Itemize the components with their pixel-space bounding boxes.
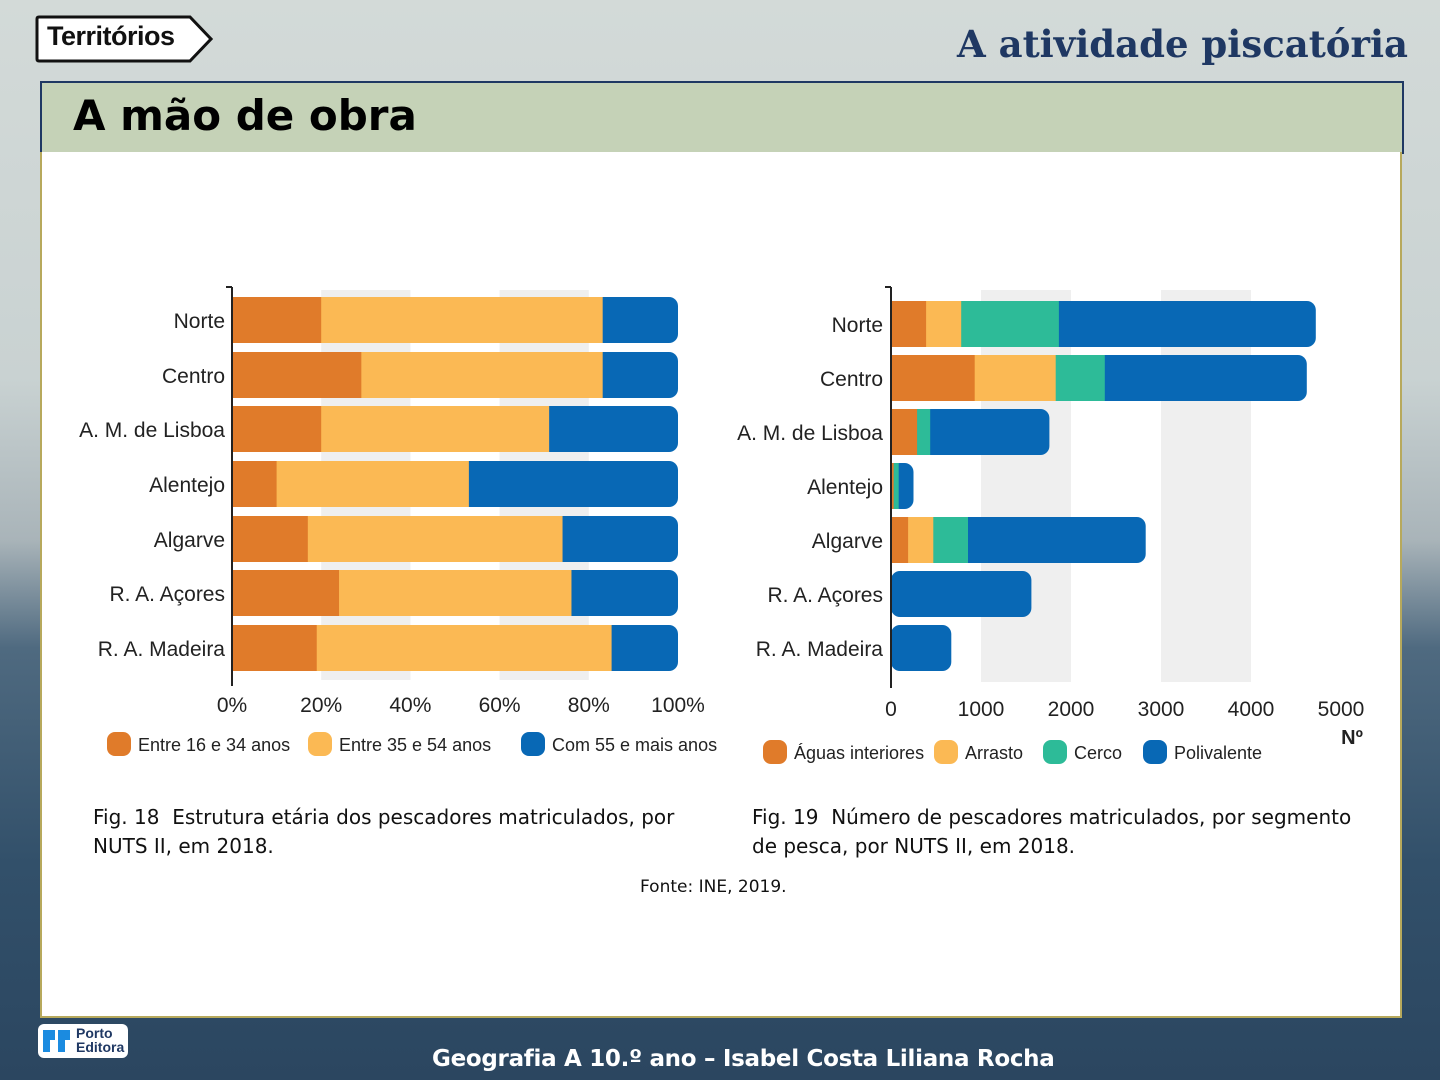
slide-title: A mão de obra <box>73 91 417 140</box>
bar-segment <box>891 517 909 563</box>
legend-swatch <box>934 740 958 764</box>
category-label: R. A. Açores <box>109 583 225 606</box>
bar-segment <box>1055 355 1105 401</box>
x-tick-label: 4000 <box>1228 698 1275 721</box>
legend-label: Arrasto <box>965 743 1023 763</box>
x-tick-label: 0% <box>217 694 247 717</box>
legend-label: Entre 35 e 54 anos <box>339 735 491 755</box>
bar-segment <box>917 409 931 455</box>
category-label: A. M. de Lisboa <box>737 422 883 445</box>
bar-segment <box>891 463 895 509</box>
category-label: Norte <box>832 314 883 337</box>
category-label: Centro <box>162 365 225 388</box>
bar-segment <box>891 625 952 671</box>
x-axis-label: Nº <box>1341 727 1363 749</box>
bar-segment <box>891 409 918 455</box>
bar-segment <box>232 461 278 507</box>
bar-segment <box>961 301 1059 347</box>
legend-label: Cerco <box>1074 743 1122 763</box>
x-tick-label: 40% <box>389 694 431 717</box>
bar-segment <box>933 517 968 563</box>
bar-segment <box>891 571 1032 617</box>
bar-segment <box>321 297 603 343</box>
x-tick-label: 3000 <box>1138 698 1185 721</box>
x-tick-label: 100% <box>651 694 705 717</box>
bar-segment <box>307 516 563 562</box>
legend-label: Com 55 e mais anos <box>552 735 717 755</box>
category-label: Centro <box>820 368 883 391</box>
category-label: Algarve <box>812 530 883 553</box>
x-tick-label: 1000 <box>958 698 1005 721</box>
bar-segment <box>232 625 318 671</box>
legend-swatch <box>1143 740 1167 764</box>
source-note: Fonte: INE, 2019. <box>640 877 787 897</box>
category-label: A. M. de Lisboa <box>79 419 225 442</box>
x-tick-label: 60% <box>479 694 521 717</box>
section-title: A atividade piscatória <box>957 22 1408 66</box>
x-tick-label: 0 <box>885 698 897 721</box>
grid-band <box>981 290 1071 682</box>
x-tick-label: 2000 <box>1048 698 1095 721</box>
category-label: Alentejo <box>807 476 883 499</box>
bar-segment <box>316 625 612 671</box>
bar-segment <box>339 570 572 616</box>
category-label: R. A. Açores <box>767 584 883 607</box>
bar-segment <box>232 352 362 398</box>
porto-editora-logo: Porto Editora <box>38 1024 128 1058</box>
category-label: R. A. Madeira <box>756 638 884 661</box>
bar-segment <box>321 406 550 452</box>
grid-band <box>1161 290 1251 682</box>
bar-segment <box>232 406 322 452</box>
fig19-caption: Fig. 19 Número de pescadores matriculado… <box>752 805 1352 858</box>
legend-swatch <box>521 732 545 756</box>
bar-segment <box>232 516 309 562</box>
category-label: Norte <box>174 310 225 333</box>
legend-label: Entre 16 e 34 anos <box>138 735 290 755</box>
bar-segment <box>908 517 934 563</box>
bar-segment <box>893 463 899 509</box>
fig18-caption: Fig. 18 Estrutura etária dos pescadores … <box>93 805 675 858</box>
legend-label: Águas interiores <box>794 743 924 763</box>
bar-segment <box>974 355 1057 401</box>
bar-segment <box>926 301 962 347</box>
porto-editora-mark-icon <box>43 1030 70 1052</box>
bar-segment <box>276 461 469 507</box>
x-tick-label: 5000 <box>1318 698 1365 721</box>
bar-segment <box>232 570 340 616</box>
bar-segment <box>891 301 927 347</box>
territorios-logo: Territórios <box>35 15 214 63</box>
legend-swatch <box>763 740 787 764</box>
footer-credits: Geografia A 10.º ano – Isabel Costa Lili… <box>432 1046 1055 1072</box>
legend-swatch <box>308 732 332 756</box>
bar-segment <box>891 409 1050 455</box>
x-tick-label: 20% <box>300 694 342 717</box>
category-label: Alentejo <box>149 474 225 497</box>
bar-segment <box>232 297 322 343</box>
legend-swatch <box>107 732 131 756</box>
legend-label: Polivalente <box>1174 743 1262 763</box>
bar-segment <box>361 352 603 398</box>
bar-segment <box>891 355 976 401</box>
legend-swatch <box>1043 740 1067 764</box>
category-label: R. A. Madeira <box>98 638 226 661</box>
x-tick-label: 80% <box>568 694 610 717</box>
category-label: Algarve <box>154 529 225 552</box>
